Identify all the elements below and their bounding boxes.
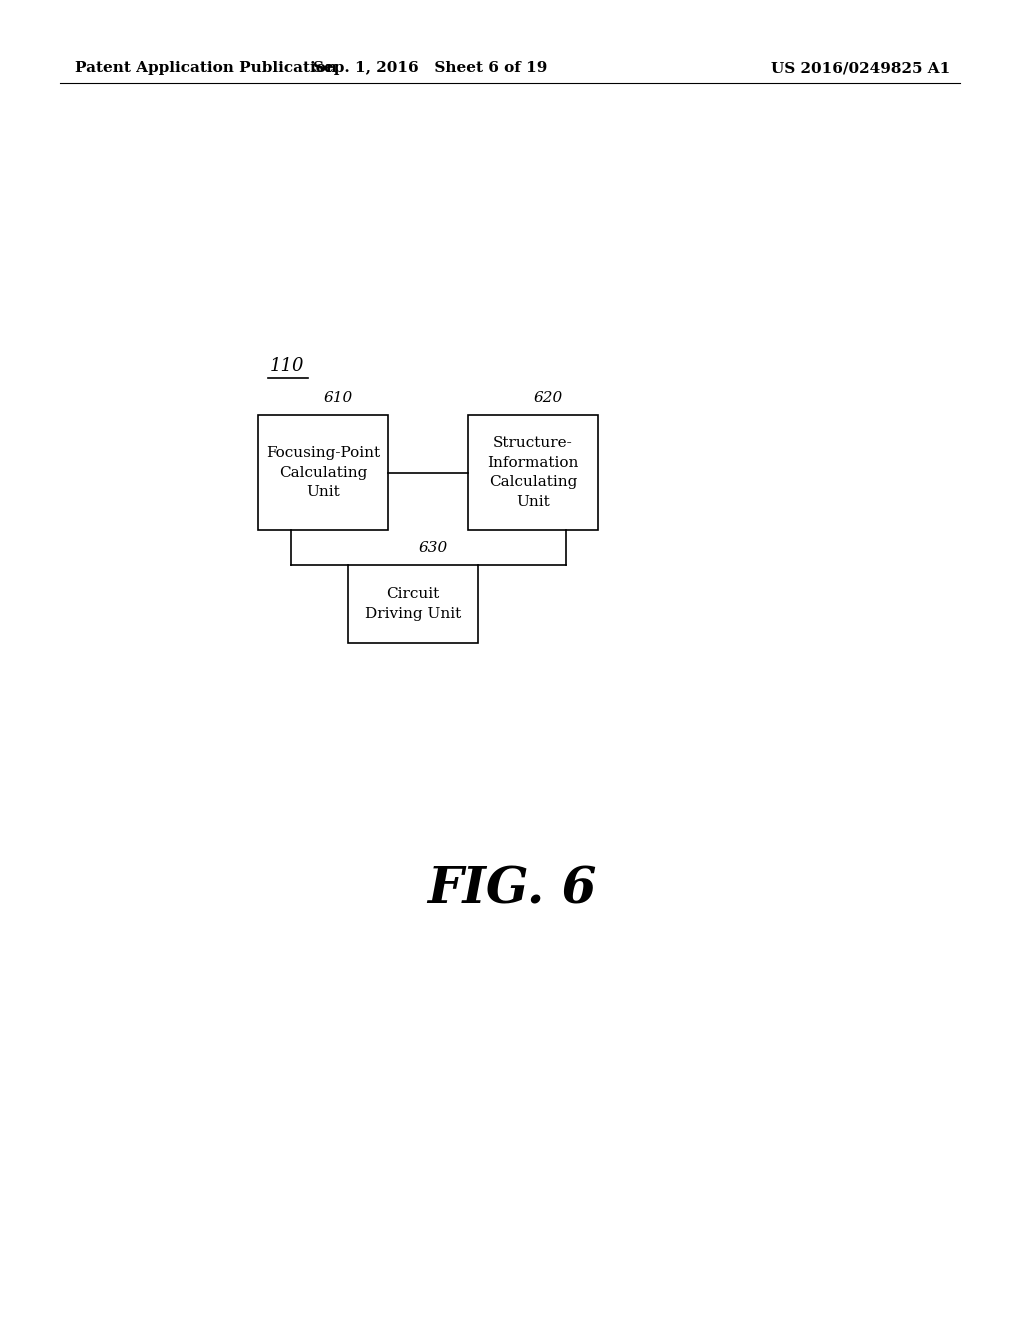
Text: Structure-
Information
Calculating
Unit: Structure- Information Calculating Unit bbox=[487, 436, 579, 508]
Text: 620: 620 bbox=[534, 391, 562, 405]
Polygon shape bbox=[348, 565, 478, 643]
Text: Sep. 1, 2016   Sheet 6 of 19: Sep. 1, 2016 Sheet 6 of 19 bbox=[312, 61, 547, 75]
Polygon shape bbox=[468, 414, 598, 531]
Text: US 2016/0249825 A1: US 2016/0249825 A1 bbox=[771, 61, 950, 75]
Text: 110: 110 bbox=[270, 356, 304, 375]
Text: FIG. 6: FIG. 6 bbox=[427, 866, 597, 915]
Text: 630: 630 bbox=[419, 541, 447, 554]
Text: Patent Application Publication: Patent Application Publication bbox=[75, 61, 337, 75]
Polygon shape bbox=[258, 414, 388, 531]
Text: Circuit
Driving Unit: Circuit Driving Unit bbox=[365, 587, 461, 620]
Text: Focusing-Point
Calculating
Unit: Focusing-Point Calculating Unit bbox=[266, 446, 380, 499]
Text: 610: 610 bbox=[324, 391, 352, 405]
